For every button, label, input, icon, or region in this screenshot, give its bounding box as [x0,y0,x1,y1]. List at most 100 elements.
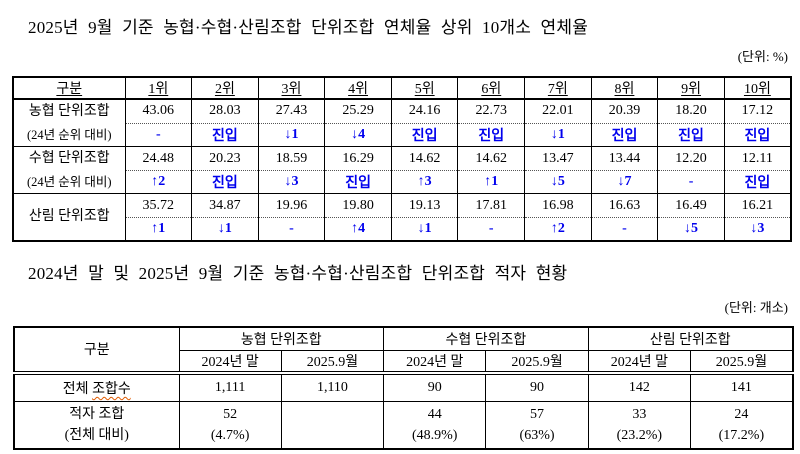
deficit-ratio-text: (63%) [519,427,555,443]
delinquency-value-cell: 12.11 [723,146,791,171]
total-coops-row: 전체 조합수 1,111 1,110 90 90 142 141 [13,372,794,402]
deficit-count-text: 52 [223,406,238,422]
deficit-value-cell: 57 (63%) [485,401,589,449]
delinquency-value-cell: 24.16 [390,99,458,124]
deficit-ratio-text: (4.7%) [210,427,250,443]
deficit-table-container: 구분 농협 단위조합 수협 단위조합 산림 단위조합 2024년 말 2025.9월 202… [13,326,794,450]
rank-change-cell: ↑3 [390,170,458,194]
rank-change-cell: 진입 [457,123,525,148]
coop-group-header-cell: 수협 단위조합 [383,326,589,351]
rank-change-cell: 진입 [723,123,791,148]
deficit-count-text: 24 [734,406,749,422]
delinquency-value-cell: 20.39 [590,99,658,124]
delinquency-value-cell: 28.03 [191,99,259,124]
period-header-cell: 2025.9월 [689,349,794,375]
rank-column-header-cell: 5위 [390,77,458,100]
delinquency-value-cell: 24.48 [124,146,192,171]
rank-change-cell: 진입 [590,123,658,148]
table2-title: 2024년 말 및 2025년 9월 기준 농협·수협·산림조합 단위조합 적자… [28,264,568,283]
rank-column-header-cell: 3위 [257,77,325,100]
rank-change-cell: 진입 [390,123,458,148]
deficit-row-label-line2: (전체 대비) [64,427,129,443]
delinquency-value-cell: 19.13 [390,193,458,218]
delinquency-value-cell: 20.23 [191,146,259,171]
rank-change-cell: - [657,170,725,194]
rank-change-cell: ↑2 [124,170,192,194]
deficit-row-label: 적자 조합 (전체 대비) [13,401,180,449]
coop-value-row: 산림 단위조합 35.72 34.87 19.96 19.80 19.13 17.81 16.… [12,193,791,241]
coop-row-label: 산림 단위조합 [12,193,125,241]
rank-change-cell: - [257,217,325,241]
deficit-value-cell: 52 (4.7%) [178,401,282,449]
period-header-cell: 2024년 말 [587,349,691,375]
delinquency-value-cell: 16.98 [524,193,592,218]
period-header-row: 2024년 말 2025.9월 2024년 말 2025.9월 2024년 말 2025.… [14,349,794,375]
rank-change-cell: ↓1 [191,217,259,241]
rank-change-cell: ↓4 [324,123,392,148]
period-header-cell: 2024년 말 [383,349,487,375]
delinquency-value-cell: 14.62 [390,146,458,171]
rank-change-cell: ↓1 [524,123,592,148]
rank-change-cell: ↓7 [590,170,658,194]
coop-group-header-cell: 산림 단위조합 [587,326,794,351]
total-coops-value-cell: 141 [689,372,794,402]
delinquency-value-cell: 13.44 [590,146,658,171]
coop-row-sublabel-text: (24년 순위 대비) [26,128,112,142]
rank-change-cell: 진입 [191,123,259,148]
delinquency-value-cell: 25.29 [324,99,392,124]
deficit-count-text: 57 [530,406,545,422]
rank-change-cell: ↑4 [324,217,392,241]
total-coops-label-prefix: 전체 [62,381,93,397]
rank-change-cell: - [457,217,525,241]
delinquency-value-cell: 17.12 [723,99,791,124]
deficit-count-text: 44 [427,406,442,422]
coop-row-label: 농협 단위조합 (24년 순위 대비) [12,99,125,147]
coop-row-label-text: 산림 단위조합 [28,208,110,224]
rank-change-cell: ↑1 [124,217,192,241]
rank-column-header-cell: 2위 [191,77,259,100]
delinquency-value-cell: 19.80 [324,193,392,218]
total-coops-value-cell: 90 [383,372,487,402]
table1-unit-label: (단위: %) [737,49,788,64]
delinquency-value-cell: 18.20 [657,99,725,124]
delinquency-value-cell: 13.47 [524,146,592,171]
t2-head: 구분 농협 단위조합 수협 단위조합 산림 단위조합 2024년 말 2025.9월 202… [13,326,794,375]
deficit-value-cell: 44 (48.9%) [383,401,487,449]
table2-unit-label: (단위: 개소) [724,300,788,315]
deficit-row-label-line1: 적자 조합 [69,406,125,422]
corner-header-cell: 구분 [13,326,180,375]
rank-column-header-cell: 10위 [723,77,791,100]
group-header-row: 구분 농협 단위조합 수협 단위조합 산림 단위조합 [13,326,794,375]
deficit-value-cell: 24 (17.2%) [689,401,794,449]
coop-row-label-text: 수협 단위조합 [28,151,110,166]
delinquency-value-cell: 27.43 [257,99,325,124]
rank-change-cell: 진입 [723,170,791,194]
delinquency-value-cell: 16.63 [590,193,658,218]
deficit-ratio-text: (48.9%) [411,427,458,443]
deficit-value-cell: 33 (23.2%) [587,401,691,449]
total-coops-value-cell: 90 [485,372,589,402]
rank-column-header-cell: 4위 [324,77,392,100]
total-coops-value-cell: 1,110 [280,372,385,402]
deficit-ratio-text: (17.2%) [718,427,765,443]
rank-change-cell: - [590,217,658,241]
rank-change-cell: ↑2 [524,217,592,241]
coop-row-label: 수협 단위조합 (24년 순위 대비) [12,146,125,194]
total-coops-label-misspelled-word: 조합수 [92,381,131,397]
delinquency-value-cell: 14.62 [457,146,525,171]
rank-column-header-cell: 7위 [524,77,592,100]
delinquency-value-cell: 34.87 [191,193,259,218]
t1-header-row: 구분 1위 2위 3위 4위 5위 6위 7위 8위 9위 10위 [12,77,791,100]
rank-change-cell: 진입 [657,123,725,148]
delinquency-value-cell: 16.49 [657,193,725,218]
t2-body: 전체 조합수 1,111 1,110 90 90 142 141 적자 조합 (전체 대비) 52… [13,372,794,449]
period-header-cell: 2025.9월 [280,349,385,375]
delinquency-value-cell: 35.72 [124,193,192,218]
rank-column-header-cell: 1위 [124,77,192,100]
total-coops-value-cell: 142 [587,372,691,402]
rank-change-cell: ↓3 [723,217,791,241]
delinquency-ranking-table: 구분 1위 2위 3위 4위 5위 6위 7위 8위 9위 10위 농협 단위조합 (24년 순위 대… [12,76,792,242]
delinquency-value-cell: 43.06 [124,99,192,124]
delinquency-value-cell: 22.73 [457,99,525,124]
